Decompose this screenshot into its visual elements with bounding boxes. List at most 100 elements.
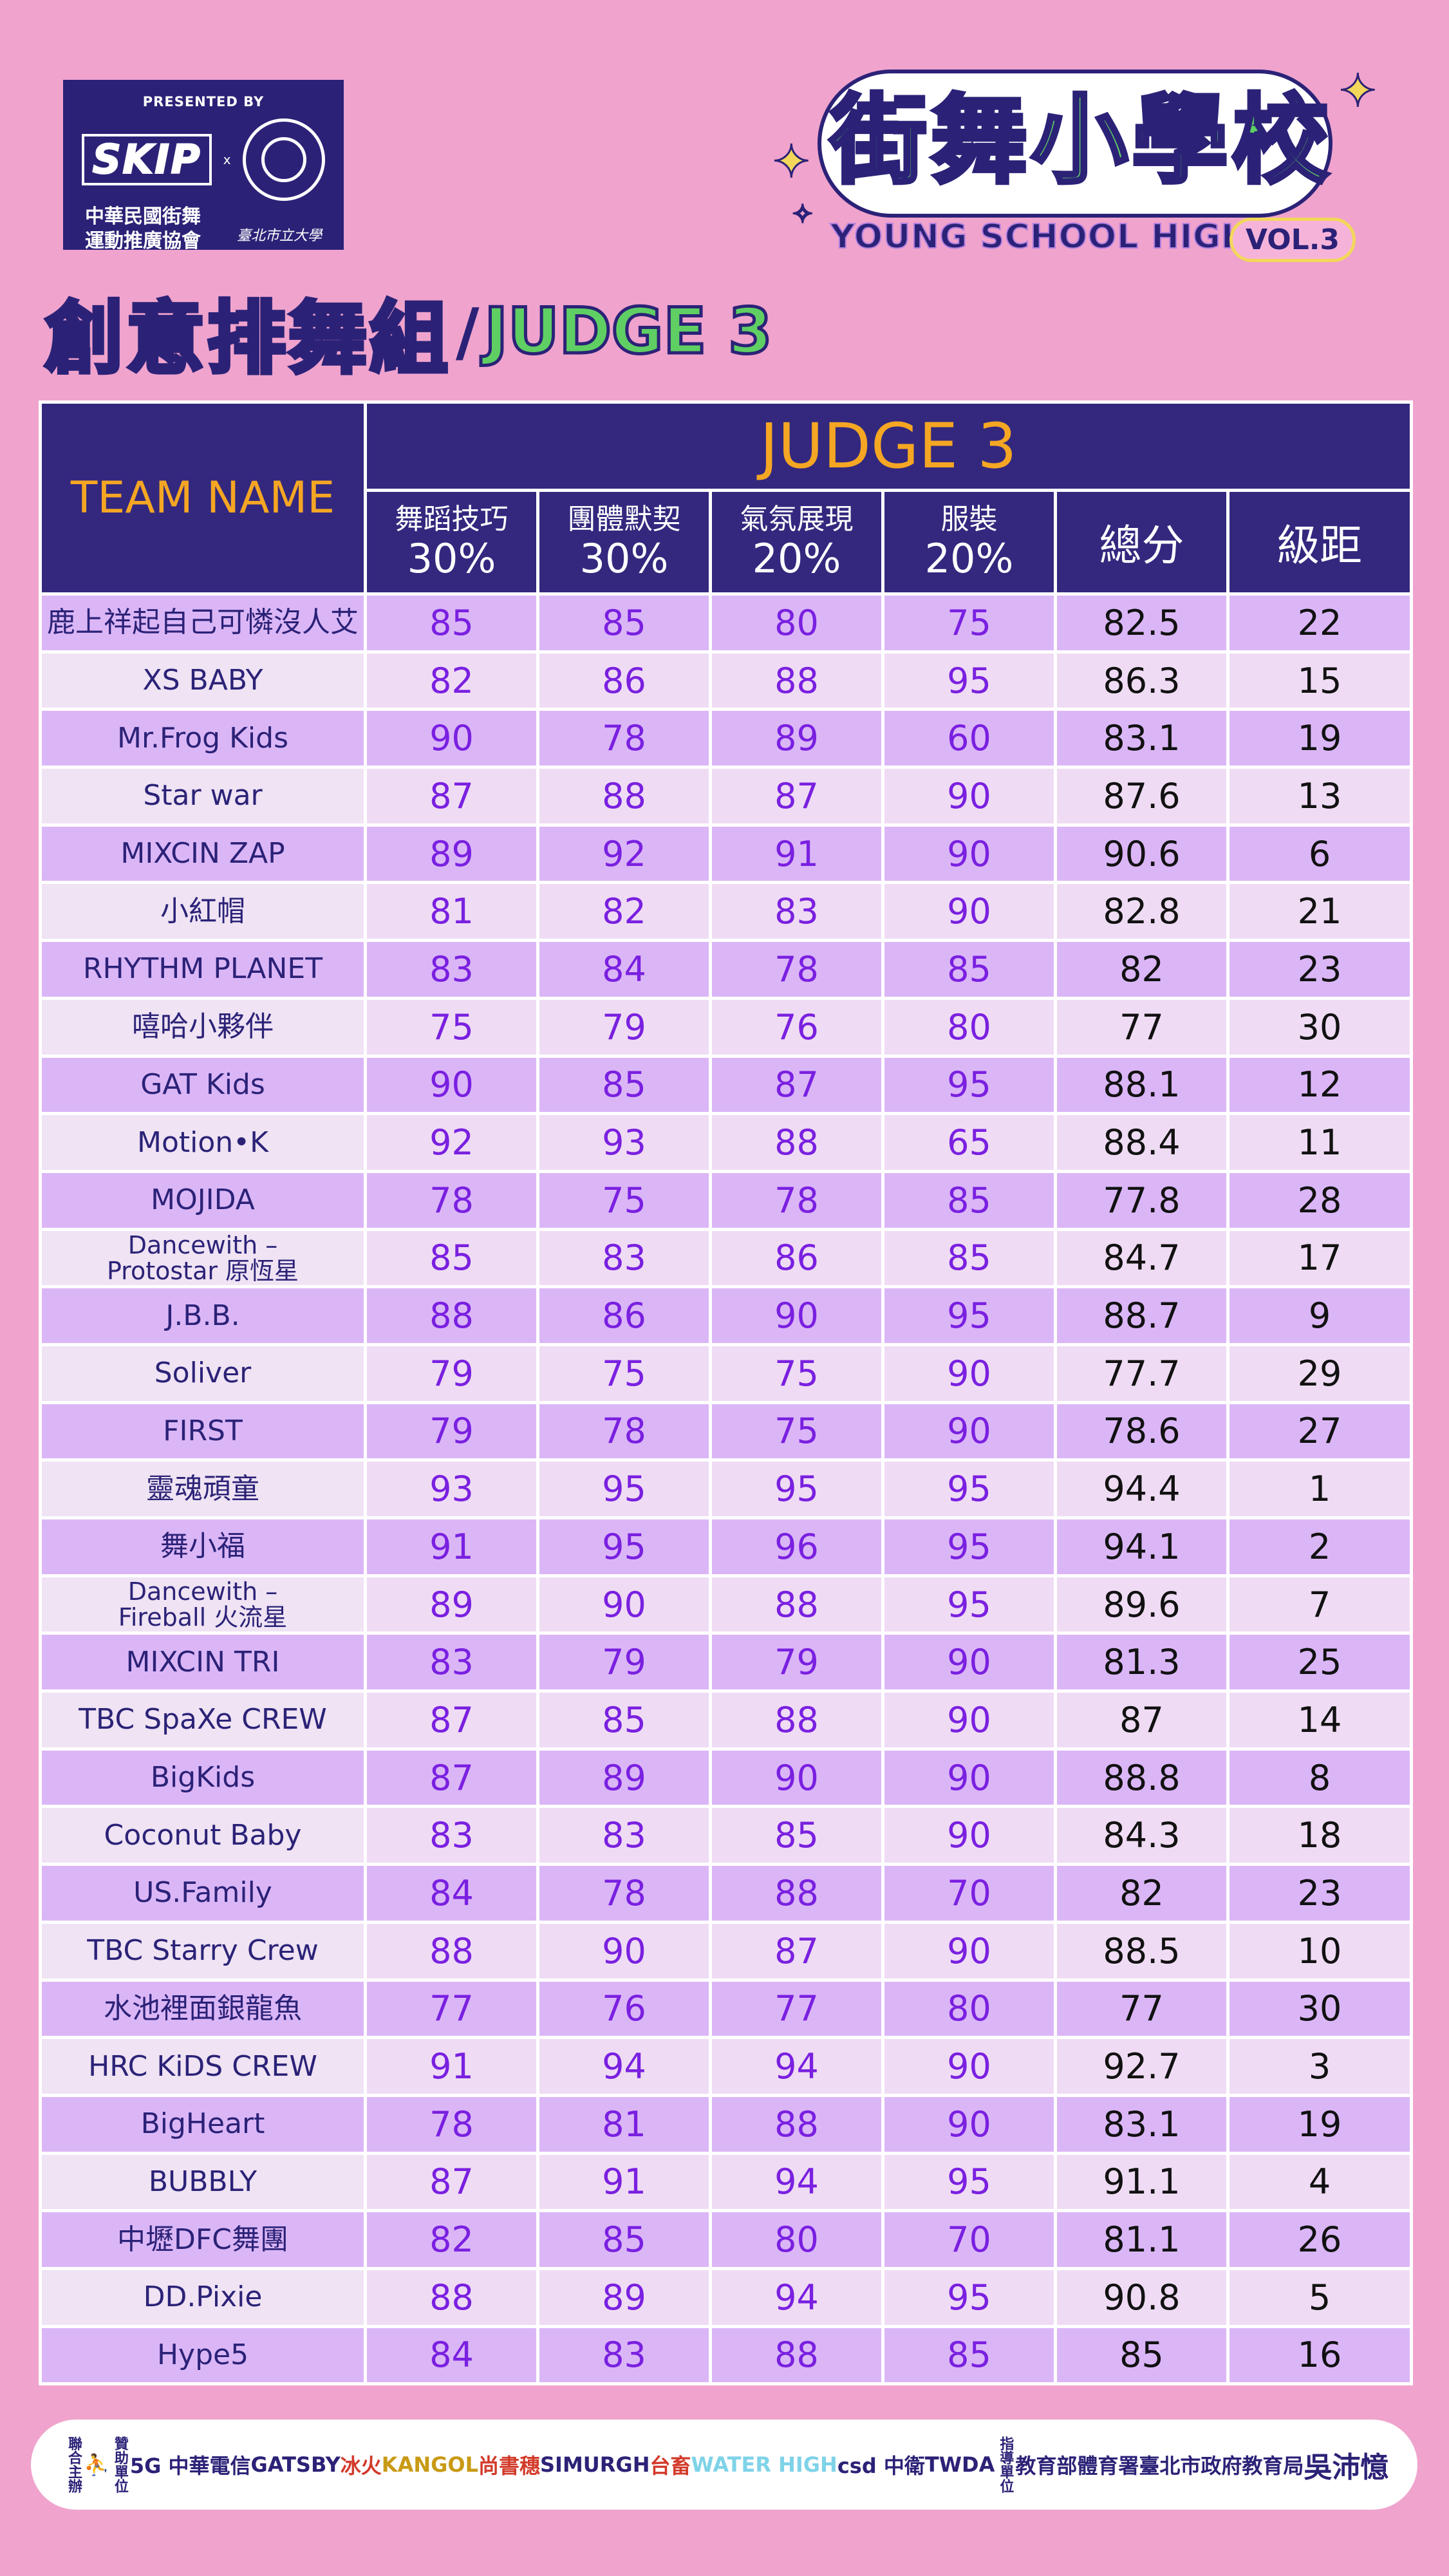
total-cell: 81.1 <box>1054 2209 1229 2270</box>
score-cell: 78 <box>709 939 884 1000</box>
total-cell: 88.1 <box>1054 1054 1229 1116</box>
score-cell: 83 <box>364 939 539 1000</box>
score-cell: 79 <box>536 1631 712 1693</box>
score-cell: 83 <box>364 1805 539 1866</box>
score-cell: 95 <box>881 1458 1057 1519</box>
score-cell: 81 <box>536 2093 712 2155</box>
rank-cell: 4 <box>1226 2151 1414 2213</box>
score-cell: 85 <box>536 1689 712 1751</box>
rank-cell: 3 <box>1226 2036 1414 2097</box>
table-row: 中壢DFC舞團 82 85 80 70 81.1 26 <box>39 2209 1414 2270</box>
score-cell: 89 <box>709 708 884 769</box>
rank-cell: 8 <box>1226 1747 1414 1809</box>
score-cell: 78 <box>536 1400 712 1462</box>
table-row: BUBBLY 87 91 94 95 91.1 4 <box>39 2151 1414 2213</box>
table-row: Coconut Baby 83 83 85 90 84.3 18 <box>39 1805 1414 1866</box>
score-cell: 93 <box>536 1112 712 1173</box>
team-name-cell: BigKids <box>39 1747 367 1809</box>
rank-cell: 23 <box>1226 939 1414 1000</box>
table-row: GAT Kids 90 85 87 95 88.1 12 <box>39 1054 1414 1116</box>
table-row: TBC Starry Crew 88 90 87 90 88.5 10 <box>39 1920 1414 1982</box>
org-name: 中華民國街舞 運動推廣協會 <box>85 205 201 252</box>
score-cell: 91 <box>364 1516 539 1577</box>
score-cell: 94 <box>709 2151 884 2213</box>
team-name-cell: 嘻哈小夥伴 <box>39 996 367 1058</box>
score-cell: 81 <box>364 881 539 943</box>
score-cell: 89 <box>364 1574 539 1635</box>
score-cell: 88 <box>709 2093 884 2155</box>
score-cell: 95 <box>881 1574 1057 1635</box>
total-header: 總分 <box>1054 489 1229 596</box>
score-cell: 85 <box>536 592 712 653</box>
team-name-cell: 鹿上祥起自己可憐沒人艾 <box>39 592 367 653</box>
criterion-header: 舞蹈技巧 30% <box>364 489 539 596</box>
total-cell: 77.8 <box>1054 1169 1229 1231</box>
x-separator: x <box>223 152 231 167</box>
score-cell: 88 <box>709 1574 884 1635</box>
team-name-cell: Dancewith – Protostar 原恆星 <box>39 1227 367 1289</box>
sponsor-logo: 5G 中華電信 <box>129 2454 251 2478</box>
rank-cell: 2 <box>1226 1516 1414 1577</box>
rank-cell: 12 <box>1226 1054 1414 1116</box>
table-row: Star war 87 88 87 90 87.6 13 <box>39 766 1414 827</box>
total-cell: 83.1 <box>1054 2093 1229 2155</box>
table-row: J.B.B. 88 86 90 95 88.7 9 <box>39 1285 1414 1346</box>
score-cell: 88 <box>709 1112 884 1173</box>
score-cell: 86 <box>709 1227 884 1289</box>
score-cell: 78 <box>536 708 712 769</box>
rank-cell: 1 <box>1226 1458 1414 1519</box>
criterion-header: 服裝 20% <box>881 489 1057 596</box>
star-icon: ✦ <box>772 135 812 189</box>
co-host-label: 聯合主辦 <box>66 2436 82 2493</box>
team-name-cell: Mr.Frog Kids <box>39 708 367 769</box>
sponsor-logo: WATER HIGH <box>691 2452 837 2477</box>
score-cell: 94 <box>709 2036 884 2097</box>
score-cell: 90 <box>881 1920 1057 1982</box>
score-cell: 88 <box>709 1863 884 1924</box>
score-cell: 88 <box>536 766 712 827</box>
total-cell: 84.3 <box>1054 1805 1229 1866</box>
team-name-cell: Dancewith – Fireball 火流星 <box>39 1574 367 1635</box>
score-cell: 85 <box>536 1054 712 1116</box>
total-cell: 86.3 <box>1054 650 1229 711</box>
sponsor-logo: KANGOL <box>381 2452 478 2477</box>
rank-cell: 14 <box>1226 1689 1414 1751</box>
team-name-cell: BigHeart <box>39 2093 367 2155</box>
university-seal-icon <box>242 118 325 201</box>
presenter-logo-block: PRESENTED BY SKIP x 中華民國街舞 運動推廣協會 臺北市立大學 <box>63 80 344 252</box>
skip-logo: SKIP <box>82 134 212 185</box>
score-cell: 75 <box>881 592 1057 653</box>
sponsor-logo: 台畜 <box>650 2454 691 2478</box>
sponsor-bar: 聯合主辦 ⛹ 贊助單位 5G 中華電信 GATSBY 冰火 KANGOL 尚書穗… <box>31 2420 1417 2510</box>
sparkle-icon: ✧ <box>791 199 814 230</box>
table-row: 小紅帽 81 82 83 90 82.8 21 <box>39 881 1414 943</box>
rank-cell: 25 <box>1226 1631 1414 1693</box>
score-cell: 87 <box>364 2151 539 2213</box>
score-cell: 92 <box>536 823 712 885</box>
score-cell: 79 <box>364 1400 539 1462</box>
university-name: 臺北市立大學 <box>236 228 322 244</box>
table-row: Motion•K 92 93 88 65 88.4 11 <box>39 1112 1414 1173</box>
table-row: Dancewith – Fireball 火流星 89 90 88 95 89.6 7 <box>39 1574 1414 1635</box>
score-cell: 90 <box>881 766 1057 827</box>
score-cell: 95 <box>881 1285 1057 1346</box>
total-cell: 82 <box>1054 939 1229 1000</box>
page-title: 創意排舞組 / JUDGE 3 <box>43 283 774 386</box>
score-cell: 96 <box>709 1516 884 1577</box>
score-cell: 88 <box>709 2324 884 2386</box>
total-cell: 90.6 <box>1054 823 1229 885</box>
score-cell: 95 <box>881 1516 1057 1577</box>
table-row: 鹿上祥起自己可憐沒人艾 85 85 80 75 82.5 22 <box>39 592 1414 653</box>
score-cell: 78 <box>364 1169 539 1231</box>
rank-cell: 19 <box>1226 708 1414 769</box>
score-cell: 77 <box>709 1978 884 2040</box>
score-cell: 78 <box>364 2093 539 2155</box>
presenter-logos: SKIP x <box>82 118 325 201</box>
score-cell: 87 <box>709 1920 884 1982</box>
score-cell: 76 <box>536 1978 712 2040</box>
score-cell: 84 <box>364 1863 539 1924</box>
score-cell: 95 <box>881 650 1057 711</box>
total-cell: 81.3 <box>1054 1631 1229 1693</box>
score-cell: 90 <box>709 1747 884 1809</box>
team-name-cell: GAT Kids <box>39 1054 367 1116</box>
